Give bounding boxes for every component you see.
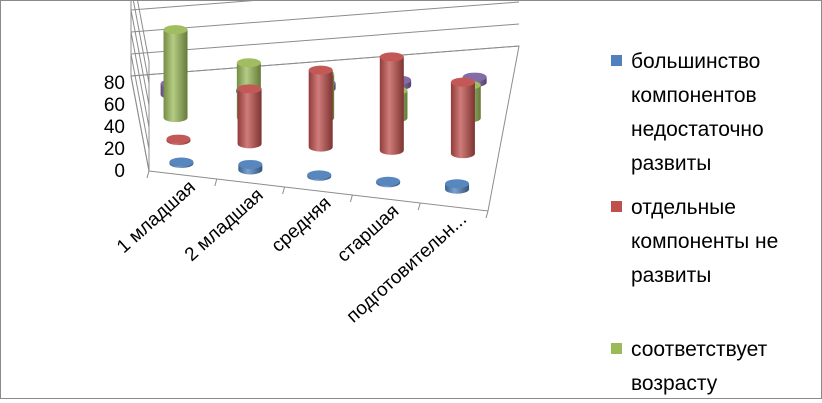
x-tick [282,186,286,195]
bar-1-4 [376,176,401,188]
bar-top [163,25,188,35]
x-tick-label: средняя [268,193,336,257]
bar-2-1 [166,134,191,146]
x-tick [485,210,489,219]
bar-body [308,70,333,152]
bars [160,25,487,194]
bar-body [379,56,404,155]
legend-item-2: отдельные компоненты не развиты [601,191,816,301]
gridline-side [130,9,150,106]
x-tick-label: старшая [333,201,403,267]
bar-top [379,52,404,62]
bar-top [238,159,263,169]
bar-top [236,58,261,68]
bar-top [450,77,475,87]
legend-swatch-2 [611,201,622,212]
y-tick-label: 40 [104,117,125,138]
bar-body [450,82,475,159]
bar-2-5 [450,77,475,159]
gridline-side [130,31,150,128]
bar-top [237,84,262,94]
legend-swatch-1 [611,55,622,66]
bar-1-3 [307,170,332,181]
y-tick-label: 80 [104,73,125,94]
bar-top [169,157,194,167]
bar-2-4 [379,52,404,155]
bar-top [445,179,470,189]
gridline-side [130,53,150,150]
bar-top [308,65,333,75]
gridline-side [137,1,150,62]
floor [130,45,520,212]
bar-body [163,29,188,123]
legend-label-3: соответствует возрасту [631,338,768,395]
bar-body [237,88,262,149]
legend-label-2: отдельные компоненты не развиты [631,196,779,287]
bar-top [166,134,191,144]
y-tick-label: 20 [104,139,125,160]
legend-swatch-3 [611,343,622,354]
x-tick [349,194,353,203]
gridline-back [130,1,254,11]
legend-label-1: большинство компонентов недостаточно раз… [631,50,764,175]
bar-top [376,176,401,186]
gridlines [130,1,520,219]
gridline-back [130,1,520,33]
y-tick-label: 60 [104,95,125,116]
bar-1-2 [238,159,263,175]
bar-top [307,170,332,180]
y-tick-label: 0 [114,161,125,182]
bar-1-1 [169,157,194,169]
x-tick [417,202,421,211]
bar-3-1 [163,25,188,123]
x-tick [214,178,218,187]
bar-2-3 [308,65,333,152]
bar-2-2 [237,84,262,149]
legend-item-3: соответствует возрасту [601,333,816,403]
gridline-side [132,1,150,84]
x-tick [146,170,150,179]
legend-item-1: большинство компонентов недостаточно раз… [601,45,816,185]
gridline-back [130,23,520,55]
bar-1-5 [445,179,470,194]
